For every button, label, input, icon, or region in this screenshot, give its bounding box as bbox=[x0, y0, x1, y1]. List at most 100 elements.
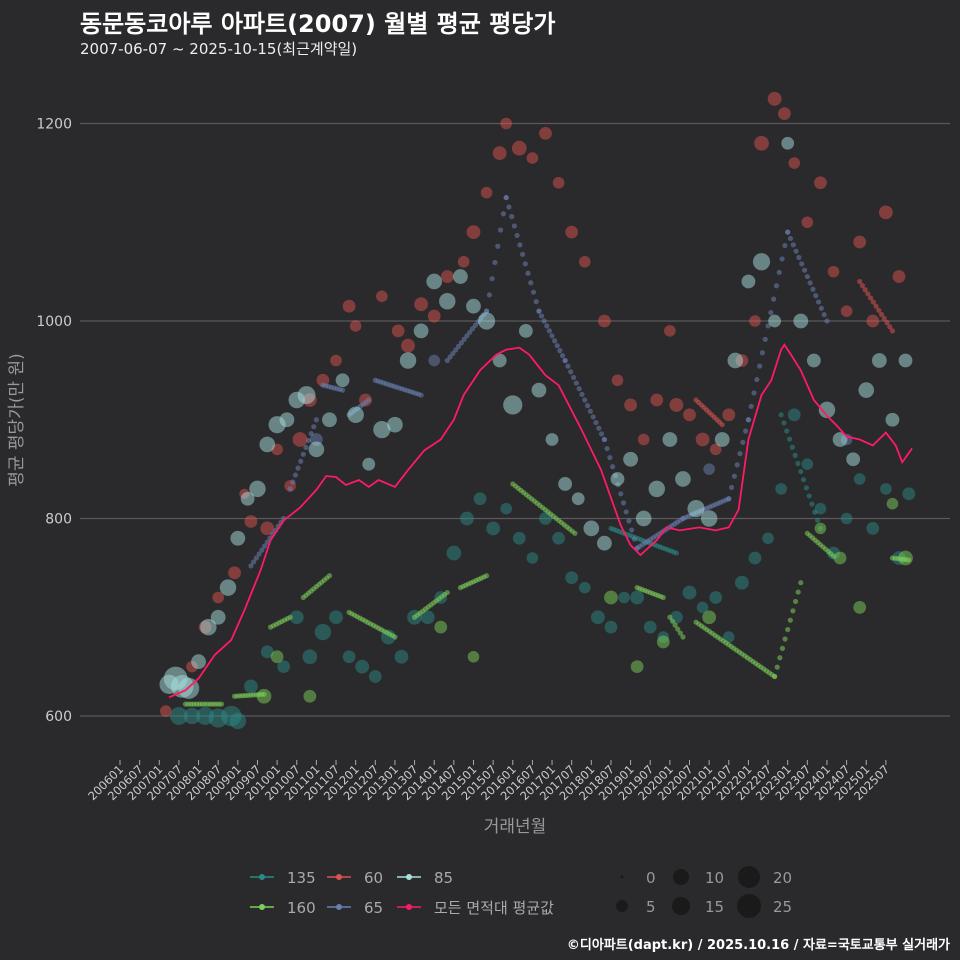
data-point bbox=[667, 614, 673, 620]
data-point bbox=[531, 382, 547, 398]
data-point bbox=[748, 403, 754, 409]
data-point bbox=[807, 280, 813, 286]
data-point bbox=[680, 634, 686, 640]
data-point bbox=[630, 660, 644, 674]
data-point bbox=[779, 645, 786, 651]
data-point bbox=[466, 298, 481, 314]
data-point bbox=[629, 527, 635, 533]
data-point bbox=[683, 408, 696, 422]
data-point bbox=[604, 590, 618, 605]
data-point bbox=[486, 292, 492, 298]
size-legend-circle bbox=[737, 894, 761, 918]
data-point bbox=[772, 673, 778, 680]
size-legend-label: 25 bbox=[773, 898, 792, 916]
data-point bbox=[650, 393, 664, 407]
data-point bbox=[675, 471, 691, 487]
data-point bbox=[662, 432, 678, 447]
data-point bbox=[866, 314, 880, 328]
data-point bbox=[368, 670, 382, 683]
data-point bbox=[544, 323, 550, 329]
data-point bbox=[538, 313, 545, 319]
data-point bbox=[853, 473, 866, 485]
data-point bbox=[295, 465, 301, 471]
data-point bbox=[866, 521, 880, 535]
data-point bbox=[570, 374, 577, 381]
data-point bbox=[648, 480, 665, 498]
data-point bbox=[514, 232, 520, 239]
data-point bbox=[673, 550, 680, 556]
data-point bbox=[789, 444, 795, 450]
data-point bbox=[160, 705, 172, 717]
data-point bbox=[898, 353, 913, 368]
data-point bbox=[552, 531, 565, 545]
data-point bbox=[795, 589, 801, 595]
data-point bbox=[784, 428, 790, 434]
x-axis-label: 거래년월 bbox=[484, 817, 547, 837]
data-point bbox=[559, 352, 566, 359]
data-point bbox=[889, 328, 896, 334]
data-point bbox=[366, 397, 372, 403]
data-point bbox=[526, 552, 539, 564]
data-point bbox=[519, 251, 526, 257]
legend-label: 60 bbox=[364, 869, 383, 887]
data-point bbox=[623, 509, 629, 515]
data-point bbox=[858, 382, 875, 398]
data-point bbox=[489, 276, 495, 282]
data-point bbox=[219, 579, 237, 596]
data-point bbox=[623, 451, 638, 467]
data-point bbox=[347, 406, 364, 424]
data-point bbox=[308, 441, 325, 458]
data-point bbox=[656, 635, 670, 649]
data-point bbox=[868, 295, 874, 301]
data-point bbox=[376, 290, 388, 303]
data-point bbox=[809, 501, 815, 507]
data-point bbox=[500, 117, 513, 130]
data-point bbox=[597, 535, 612, 551]
data-point bbox=[775, 483, 787, 495]
data-point bbox=[790, 242, 796, 248]
data-point bbox=[447, 354, 453, 360]
data-point bbox=[754, 135, 769, 151]
data-point bbox=[339, 387, 346, 393]
data-point bbox=[771, 296, 777, 302]
data-point bbox=[781, 420, 787, 426]
data-point bbox=[774, 664, 780, 670]
data-point bbox=[439, 293, 456, 310]
data-point bbox=[572, 530, 578, 536]
data-point bbox=[583, 520, 600, 537]
data-point bbox=[762, 532, 774, 545]
data-point bbox=[785, 229, 791, 235]
legend-marker-160 bbox=[259, 904, 265, 910]
data-point bbox=[289, 610, 304, 625]
data-point bbox=[873, 303, 879, 309]
data-point bbox=[700, 510, 718, 527]
data-point bbox=[604, 620, 618, 634]
series-160 bbox=[182, 481, 913, 707]
legend-label: 65 bbox=[364, 899, 383, 917]
data-point bbox=[525, 270, 531, 276]
data-point bbox=[607, 455, 613, 461]
data-point bbox=[787, 617, 793, 623]
chart-title: 동문동코아루 아파트(2007) 월별 평균 평당가 bbox=[80, 10, 556, 38]
data-point bbox=[342, 650, 356, 664]
size-legend-label: 20 bbox=[773, 869, 792, 887]
data-point bbox=[722, 631, 735, 643]
data-point bbox=[495, 243, 501, 249]
data-point bbox=[477, 312, 496, 330]
data-point bbox=[251, 559, 257, 565]
data-point bbox=[498, 227, 504, 233]
data-point bbox=[287, 614, 293, 620]
data-point bbox=[800, 477, 807, 483]
data-point bbox=[565, 363, 571, 369]
data-point bbox=[788, 157, 801, 169]
data-point bbox=[885, 412, 900, 427]
data-point bbox=[827, 265, 840, 278]
data-point bbox=[734, 575, 749, 590]
data-point bbox=[259, 436, 276, 453]
data-point bbox=[818, 305, 824, 311]
y-tick-label: 600 bbox=[45, 709, 72, 725]
data-point bbox=[467, 329, 473, 335]
data-point bbox=[303, 689, 317, 703]
data-point bbox=[483, 573, 490, 579]
data-point bbox=[773, 283, 780, 289]
